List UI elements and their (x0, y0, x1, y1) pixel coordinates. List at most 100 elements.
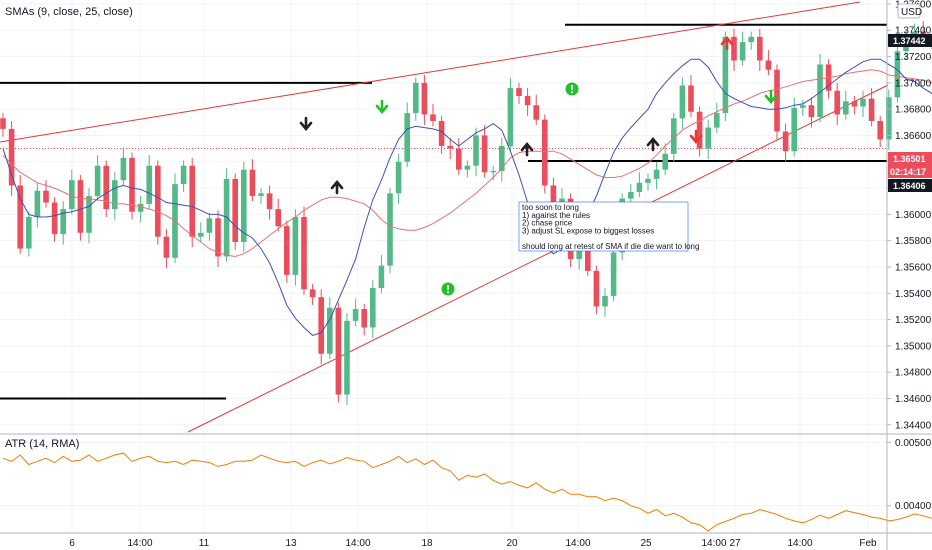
candle-body[interactable] (524, 96, 531, 106)
candle-body[interactable] (361, 309, 367, 328)
candle-body[interactable] (705, 127, 711, 149)
candle-body[interactable] (662, 153, 668, 170)
candle-body[interactable] (284, 226, 290, 275)
candle-body[interactable] (653, 169, 660, 179)
candle-body[interactable] (628, 192, 634, 199)
candle-body[interactable] (688, 85, 694, 112)
candle-body[interactable] (507, 88, 514, 146)
candle-body[interactable] (739, 42, 746, 61)
candle-body[interactable] (232, 178, 238, 242)
candle-body[interactable] (808, 105, 815, 118)
candle-body[interactable] (860, 98, 866, 107)
candle-body[interactable] (120, 157, 127, 181)
candle-body[interactable] (163, 236, 170, 258)
candle-body[interactable] (43, 190, 49, 203)
candle-body[interactable] (533, 105, 539, 120)
price-scale[interactable]: 1.376001.374001.372001.370001.368001.366… (887, 0, 932, 431)
arrow-up-black-icon[interactable] (520, 141, 534, 157)
candle-body[interactable] (834, 90, 840, 115)
alert-exclamation-icon[interactable] (565, 82, 579, 96)
arrow-down-red-icon[interactable] (689, 129, 703, 145)
candle-body[interactable] (499, 145, 505, 171)
candle-body[interactable] (774, 69, 780, 132)
atr-legend[interactable]: ATR (14, RMA) (5, 438, 79, 450)
arrow-up-black-icon[interactable] (646, 136, 660, 152)
candle-body[interactable] (679, 85, 686, 119)
channel-upper-line[interactable] (0, 1, 861, 143)
candle-body[interactable] (352, 309, 359, 321)
arrow-down-black-icon[interactable] (299, 116, 313, 132)
candle-body[interactable] (34, 190, 41, 217)
candle-body[interactable] (17, 185, 23, 249)
candle-body[interactable] (817, 64, 823, 118)
arrow-up-red-icon[interactable] (720, 35, 734, 51)
candle-body[interactable] (516, 88, 522, 97)
candle-body[interactable] (602, 295, 608, 307)
candle-body[interactable] (378, 265, 385, 289)
candle-body[interactable] (292, 217, 299, 275)
candle-body[interactable] (129, 157, 135, 212)
candle-body[interactable] (266, 193, 273, 210)
candle-body[interactable] (731, 36, 737, 61)
candle-body[interactable] (722, 36, 729, 114)
candle-body[interactable] (610, 252, 617, 296)
candle-body[interactable] (309, 289, 316, 298)
candle-body[interactable] (404, 113, 410, 162)
candle-body[interactable] (189, 165, 195, 237)
candle-body[interactable] (765, 60, 772, 70)
candle-body[interactable] (335, 307, 342, 395)
arrow-down-green-icon[interactable] (375, 99, 389, 115)
candle-body[interactable] (464, 165, 471, 170)
sma-9-line[interactable] (2, 58, 932, 336)
candle-body[interactable] (51, 202, 58, 235)
candle-body[interactable] (791, 107, 797, 152)
candle-body[interactable] (344, 320, 350, 395)
candle-body[interactable] (671, 118, 677, 154)
atr-scale[interactable]: 0.00500 0.00400 (887, 438, 932, 512)
candle-body[interactable] (636, 182, 643, 193)
candle-body[interactable] (456, 148, 462, 170)
candle-body[interactable] (318, 297, 324, 354)
candle-body[interactable] (886, 97, 892, 140)
candle-body[interactable] (438, 120, 445, 146)
candle-body[interactable] (800, 105, 806, 108)
candle-body[interactable] (0, 118, 6, 129)
candle-body[interactable] (585, 238, 591, 271)
candle-body[interactable] (206, 218, 213, 233)
candle-body[interactable] (490, 170, 496, 173)
candle-body[interactable] (103, 165, 109, 210)
candle-body[interactable] (112, 180, 118, 210)
candle-body[interactable] (894, 51, 901, 98)
candle-body[interactable] (851, 101, 858, 107)
arrow-down-green-icon[interactable] (764, 89, 778, 105)
candle-body[interactable] (26, 217, 32, 249)
currency-badge[interactable]: USD (897, 3, 922, 19)
candle-body[interactable] (301, 217, 307, 290)
candle-body[interactable] (877, 120, 883, 140)
candle-body[interactable] (241, 169, 247, 242)
candle-body[interactable] (413, 82, 419, 114)
candle-body[interactable] (180, 165, 187, 185)
candle-body[interactable] (86, 195, 92, 233)
candle-body[interactable] (430, 114, 436, 121)
candle-body[interactable] (447, 145, 453, 149)
candle-body[interactable] (249, 169, 256, 196)
candle-body[interactable] (748, 36, 754, 43)
candle-body[interactable] (542, 119, 548, 186)
atr-line[interactable] (2, 452, 932, 532)
candle-body[interactable] (258, 193, 264, 196)
candle-body[interactable] (843, 101, 849, 115)
candle-body[interactable] (421, 82, 428, 115)
sma-25-line[interactable] (2, 69, 932, 258)
candle-body[interactable] (387, 193, 393, 266)
candle-body[interactable] (395, 161, 402, 194)
candle-body[interactable] (757, 36, 763, 61)
candle-body[interactable] (714, 113, 720, 128)
candle-body[interactable] (215, 218, 221, 257)
candle-body[interactable] (473, 135, 479, 166)
candle-body[interactable] (69, 180, 75, 210)
candle-body[interactable] (782, 131, 789, 152)
candle-body[interactable] (481, 135, 488, 173)
candle-body[interactable] (146, 165, 152, 204)
candle-body[interactable] (370, 288, 376, 328)
